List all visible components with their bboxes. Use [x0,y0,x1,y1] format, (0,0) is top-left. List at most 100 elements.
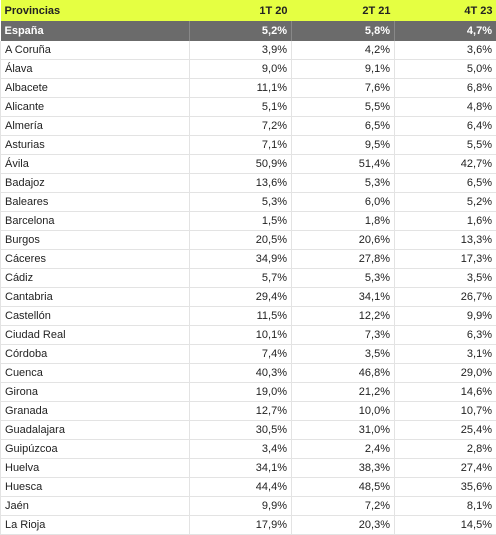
value-2t21: 38,3% [292,459,395,478]
value-4t23: 29,0% [395,364,496,383]
province-name: Granada [1,402,190,421]
value-2t21: 31,0% [292,421,395,440]
value-1t20: 20,5% [190,231,292,250]
province-name: Asturias [1,136,190,155]
province-name: Cádiz [1,269,190,288]
value-2t21: 10,0% [292,402,395,421]
value-2t21: 7,6% [292,79,395,98]
province-name: Ciudad Real [1,326,190,345]
province-name: Huesca [1,478,190,497]
value-1t20: 7,1% [190,136,292,155]
value-1t20: 44,4% [190,478,292,497]
header-row: Provincias 1T 20 2T 21 4T 23 [1,0,496,21]
province-name: Badajoz [1,174,190,193]
value-2t21: 27,8% [292,250,395,269]
value-1t20: 10,1% [190,326,292,345]
value-1t20: 11,1% [190,79,292,98]
value-4t23: 17,3% [395,250,496,269]
value-4t23: 5,0% [395,60,496,79]
total-value-2t21: 5,8% [292,21,395,41]
value-2t21: 5,3% [292,174,395,193]
value-2t21: 12,2% [292,307,395,326]
value-2t21: 3,5% [292,345,395,364]
value-1t20: 11,5% [190,307,292,326]
value-4t23: 25,4% [395,421,496,440]
value-2t21: 4,2% [292,41,395,60]
value-4t23: 6,4% [395,117,496,136]
value-1t20: 34,9% [190,250,292,269]
total-value-4t23: 4,7% [395,21,496,41]
value-1t20: 50,9% [190,155,292,174]
value-1t20: 7,2% [190,117,292,136]
value-4t23: 14,5% [395,516,496,535]
province-name: Albacete [1,79,190,98]
value-1t20: 19,0% [190,383,292,402]
value-4t23: 35,6% [395,478,496,497]
province-name: Cantabria [1,288,190,307]
value-1t20: 5,7% [190,269,292,288]
value-4t23: 27,4% [395,459,496,478]
value-2t21: 7,3% [292,326,395,345]
value-1t20: 29,4% [190,288,292,307]
value-2t21: 6,0% [292,193,395,212]
total-name: España [1,21,190,41]
value-1t20: 30,5% [190,421,292,440]
province-name: Álava [1,60,190,79]
province-name: Córdoba [1,345,190,364]
value-4t23: 6,5% [395,174,496,193]
province-name: Alicante [1,98,190,117]
value-1t20: 40,3% [190,364,292,383]
value-4t23: 14,6% [395,383,496,402]
value-1t20: 5,3% [190,193,292,212]
value-1t20: 12,7% [190,402,292,421]
column-header-4t23[interactable]: 4T 23 [395,0,496,21]
total-row: España 5,2% 5,8% 4,7% [1,21,496,41]
value-2t21: 7,2% [292,497,395,516]
province-name: Guadalajara [1,421,190,440]
value-2t21: 9,5% [292,136,395,155]
value-4t23: 13,3% [395,231,496,250]
province-name: Cuenca [1,364,190,383]
value-4t23: 5,5% [395,136,496,155]
province-name: Baleares [1,193,190,212]
province-name: Girona [1,383,190,402]
value-1t20: 3,9% [190,41,292,60]
value-4t23: 10,7% [395,402,496,421]
value-2t21: 1,8% [292,212,395,231]
province-name: Almería [1,117,190,136]
value-2t21: 51,4% [292,155,395,174]
value-2t21: 20,6% [292,231,395,250]
province-name: A Coruña [1,41,190,60]
value-4t23: 4,8% [395,98,496,117]
column-header-provincias[interactable]: Provincias [1,0,190,21]
value-4t23: 3,6% [395,41,496,60]
province-name: Cáceres [1,250,190,269]
value-4t23: 9,9% [395,307,496,326]
value-4t23: 3,1% [395,345,496,364]
value-1t20: 9,0% [190,60,292,79]
column-header-2t21[interactable]: 2T 21 [292,0,395,21]
value-2t21: 5,3% [292,269,395,288]
column-header-1t20[interactable]: 1T 20 [190,0,292,21]
value-1t20: 3,4% [190,440,292,459]
value-2t21: 9,1% [292,60,395,79]
